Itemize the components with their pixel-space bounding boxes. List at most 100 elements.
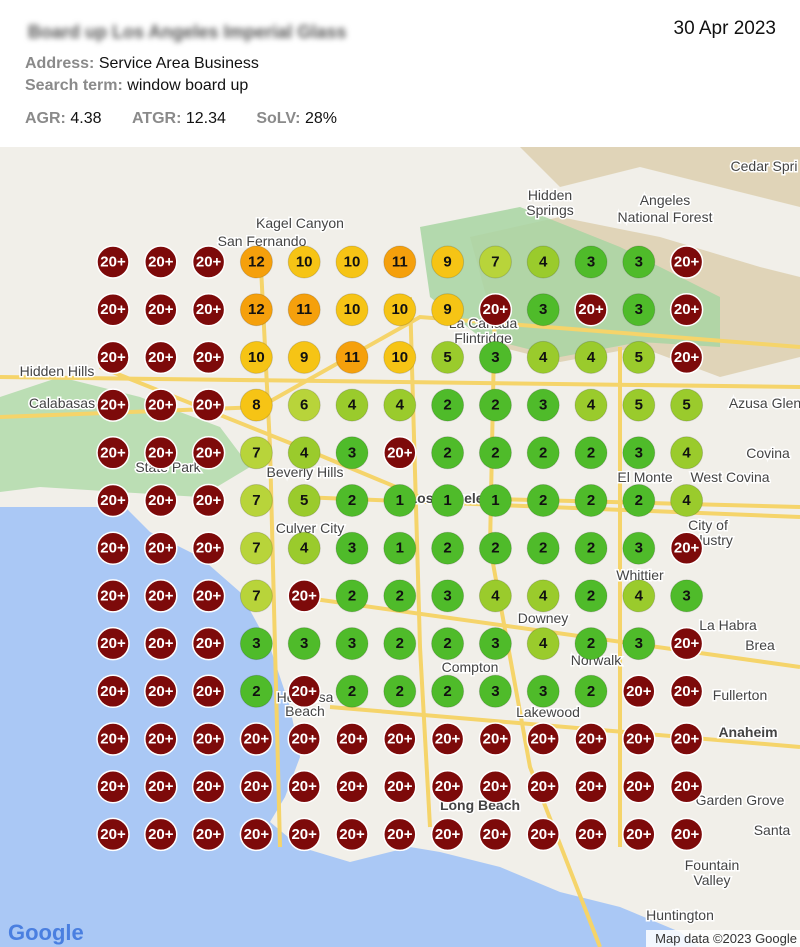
rank-label: 2 xyxy=(587,587,595,604)
rank-label: 20+ xyxy=(148,444,174,461)
rank-label: 2 xyxy=(348,683,356,700)
rank-label: 20+ xyxy=(244,731,270,748)
rank-pin xyxy=(478,388,512,422)
place-label: Azusa Glen xyxy=(729,395,800,411)
place-label: National Forest xyxy=(618,209,713,225)
rank-pin xyxy=(144,245,178,279)
rank-label: 2 xyxy=(396,683,404,700)
rank-label: 20+ xyxy=(483,826,509,843)
rank-pin xyxy=(335,769,369,804)
place-label: Compton xyxy=(442,659,499,675)
rank-label: 9 xyxy=(443,301,451,318)
rank-pin xyxy=(478,436,512,470)
rank-pin xyxy=(96,292,130,327)
rank-label: 20+ xyxy=(626,683,652,700)
rank-label: 20+ xyxy=(530,778,556,795)
rank-label: 20+ xyxy=(674,826,700,843)
rank-label: 3 xyxy=(348,444,356,461)
rank-label: 20+ xyxy=(387,778,413,795)
rank-pin xyxy=(287,627,321,661)
rank-pin xyxy=(144,769,178,804)
rank-label: 2 xyxy=(587,683,595,700)
rank-label: 20+ xyxy=(196,826,222,843)
place-label: Culver City xyxy=(276,520,344,536)
rank-label: 12 xyxy=(248,301,265,318)
place-label: Angeles xyxy=(640,192,691,208)
google-logo: Google xyxy=(8,920,84,945)
rank-label: 20+ xyxy=(291,683,317,700)
rank-pin xyxy=(383,722,417,756)
rank-label: 2 xyxy=(587,444,595,461)
business-title: Board up Los Angeles Imperial Glass xyxy=(28,22,347,42)
rank-pin xyxy=(526,722,560,756)
rank-label: 4 xyxy=(396,397,405,414)
value: 28% xyxy=(304,110,337,127)
rank-label: 2 xyxy=(635,492,643,509)
rank-label: 20+ xyxy=(100,635,126,652)
rank-label: 20+ xyxy=(483,301,509,318)
rank-pin xyxy=(191,483,226,518)
rank-pin xyxy=(478,769,513,804)
rank-label: 20+ xyxy=(100,683,126,700)
rank-pin xyxy=(287,293,321,327)
rank-pin xyxy=(669,626,704,661)
rank-pin xyxy=(383,484,417,517)
rank-label: 2 xyxy=(587,635,595,652)
rank-pin xyxy=(574,531,608,565)
rank-pin xyxy=(144,674,178,709)
rank-pin xyxy=(622,531,656,565)
rank-label: 3 xyxy=(300,635,308,652)
rank-label: 7 xyxy=(252,492,260,509)
rank-pin xyxy=(287,722,321,756)
rank-label: 2 xyxy=(539,492,547,509)
rank-label: 2 xyxy=(348,492,356,509)
value: window board up xyxy=(127,77,249,94)
rank-label: 20+ xyxy=(339,731,365,748)
rank-pin xyxy=(383,245,417,279)
rank-pin xyxy=(431,436,465,470)
rank-pin xyxy=(574,484,608,517)
rank-label: 20+ xyxy=(291,731,317,748)
rank-label: 20+ xyxy=(674,254,700,271)
rank-pin xyxy=(622,484,656,517)
rank-pin xyxy=(191,817,226,852)
rank-label: 10 xyxy=(391,301,408,318)
rank-label: 20+ xyxy=(674,778,700,795)
rank-pin xyxy=(574,817,608,852)
rank-pin xyxy=(478,579,512,613)
rank-pin xyxy=(144,436,178,470)
rank-pin xyxy=(239,579,273,613)
rank-pin xyxy=(574,627,608,661)
rank-label: 20+ xyxy=(674,731,700,748)
rank-label: 20+ xyxy=(148,731,174,748)
rank-label: 3 xyxy=(635,301,643,318)
place-label: Cedar Spri xyxy=(731,158,798,174)
rank-pin xyxy=(287,388,321,422)
place-label: Hidden Hills xyxy=(20,363,95,379)
metric: ATGR: 12.34 xyxy=(132,110,226,127)
rank-pin xyxy=(144,579,178,613)
metric: AGR: 4.38 xyxy=(25,110,101,127)
rank-label: 2 xyxy=(443,444,451,461)
rank-pin xyxy=(239,436,273,470)
rank-pin xyxy=(622,388,656,422)
rank-label: 4 xyxy=(300,540,309,557)
rank-label: 3 xyxy=(539,683,547,700)
rank-label: 2 xyxy=(252,683,260,700)
rank-pin xyxy=(287,531,321,565)
rank-label: 4 xyxy=(348,397,357,414)
rank-label: 20+ xyxy=(100,397,126,414)
rank-label: 20+ xyxy=(435,826,461,843)
rank-pin xyxy=(669,340,704,375)
address-row: Address: Service Area Business xyxy=(25,55,259,73)
rank-pin xyxy=(431,340,465,374)
rank-pin xyxy=(287,769,321,804)
rank-label: 4 xyxy=(491,587,500,604)
rank-pin xyxy=(96,245,130,279)
rank-label: 4 xyxy=(539,587,548,604)
rank-pin xyxy=(191,436,226,470)
rank-label: 20+ xyxy=(148,587,174,604)
place-label: Springs xyxy=(526,202,573,218)
rank-label: 20+ xyxy=(674,635,700,652)
